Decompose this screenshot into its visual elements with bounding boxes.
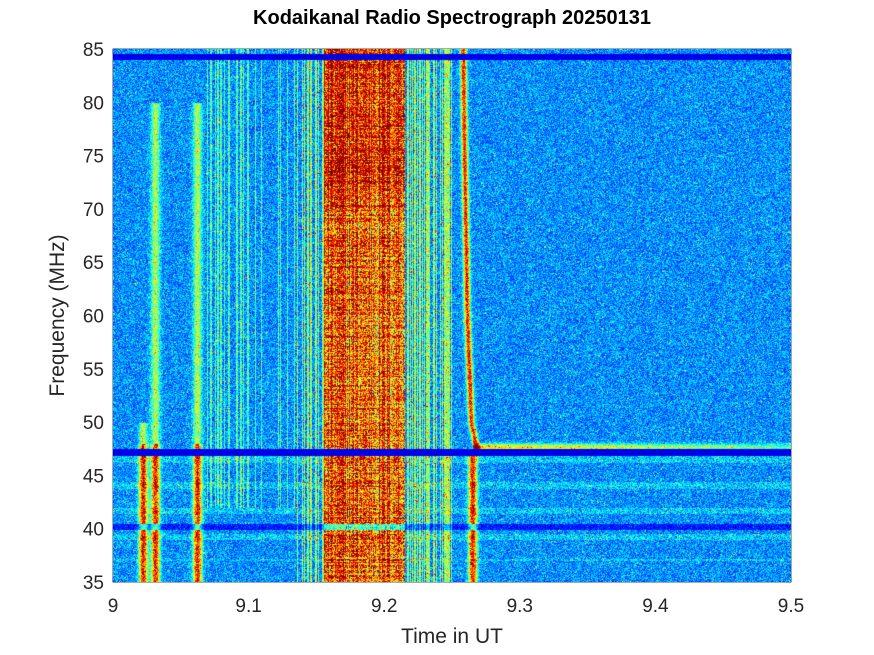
y-tick-label: 55 xyxy=(83,360,104,381)
y-tick-label: 35 xyxy=(83,573,104,594)
x-tick-label: 9.3 xyxy=(507,596,533,617)
spectrogram-heatmap xyxy=(113,49,791,582)
chart-title: Kodaikanal Radio Spectrograph 20250131 xyxy=(253,7,651,29)
y-axis-label: Frequency (MHz) xyxy=(46,234,69,396)
y-tick-label: 45 xyxy=(83,466,104,487)
y-tick-label: 70 xyxy=(83,200,104,221)
y-tick-label: 65 xyxy=(83,253,104,274)
y-tick-label: 40 xyxy=(83,520,104,541)
x-tick-label: 9.4 xyxy=(642,596,669,617)
x-axis-label: Time in UT xyxy=(401,625,503,648)
x-tick-label: 9.1 xyxy=(235,596,261,617)
y-tick-label: 80 xyxy=(83,93,104,114)
x-tick-label: 9.2 xyxy=(371,596,397,617)
x-tick-label: 9.5 xyxy=(778,596,804,617)
y-tick-label: 50 xyxy=(83,413,104,434)
y-tick-label: 75 xyxy=(83,147,104,168)
x-tick-label: 9 xyxy=(108,596,119,617)
y-tick-label: 85 xyxy=(83,40,104,61)
y-tick-label: 60 xyxy=(83,307,104,328)
